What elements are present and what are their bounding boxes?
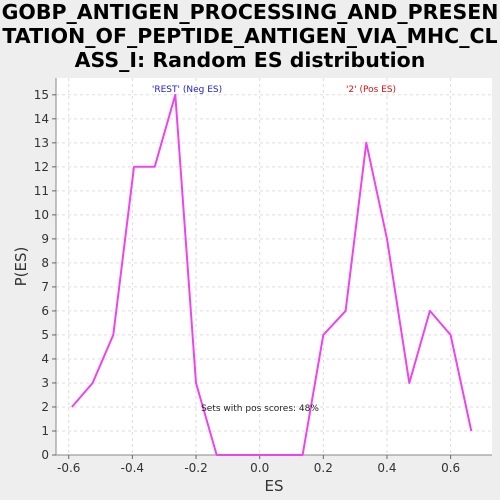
x-tick-label: 0.2 <box>314 461 333 475</box>
y-tick-label: 2 <box>41 400 49 414</box>
x-tick-label: -0.2 <box>184 461 207 475</box>
title-line-1: GOBP_ANTIGEN_PROCESSING_AND_PRESEN <box>1 0 499 24</box>
y-tick-label: 0 <box>41 448 49 462</box>
y-tick-label: 3 <box>41 376 49 390</box>
y-tick-label: 5 <box>41 328 49 342</box>
y-tick-label: 15 <box>34 88 49 102</box>
y-tick-label: 6 <box>41 304 49 318</box>
pos-scores-annotation: Sets with pos scores: 48% <box>201 404 319 414</box>
pos-es-label: '2' (Pos ES) <box>346 85 396 95</box>
x-axis-label: ES <box>265 477 284 495</box>
y-tick-label: 11 <box>34 184 49 198</box>
y-tick-label: 12 <box>34 160 49 174</box>
y-tick-label: 1 <box>41 424 49 438</box>
y-tick-label: 14 <box>34 112 49 126</box>
x-tick-label: 0.4 <box>377 461 396 475</box>
y-tick-label: 13 <box>34 136 49 150</box>
y-tick-label: 9 <box>41 232 49 246</box>
y-axis-label: P(ES) <box>12 247 30 287</box>
series-line <box>71 93 473 456</box>
chart-title: GOBP_ANTIGEN_PROCESSING_AND_PRESEN TATIO… <box>0 0 500 72</box>
y-tick-label: 7 <box>41 280 49 294</box>
x-tick-label: 0.6 <box>441 461 460 475</box>
y-tick-label: 10 <box>34 208 49 222</box>
plot-area <box>56 78 492 455</box>
title-line-3: ASS_I: Random ES distribution <box>74 48 426 72</box>
x-tick-label: -0.4 <box>121 461 144 475</box>
x-axis-ticks: -0.6 -0.4 -0.2 0.0 0.2 0.4 0.6 <box>57 455 460 475</box>
neg-es-label: 'REST' (Neg ES) <box>152 85 222 95</box>
x-tick-label: 0.0 <box>250 461 269 475</box>
y-tick-label: 8 <box>41 256 49 270</box>
title-line-2: TATION_OF_PEPTIDE_ANTIGEN_VIA_MHC_CL <box>2 24 498 48</box>
y-tick-label: 4 <box>41 352 49 366</box>
x-tick-label: -0.6 <box>57 461 80 475</box>
